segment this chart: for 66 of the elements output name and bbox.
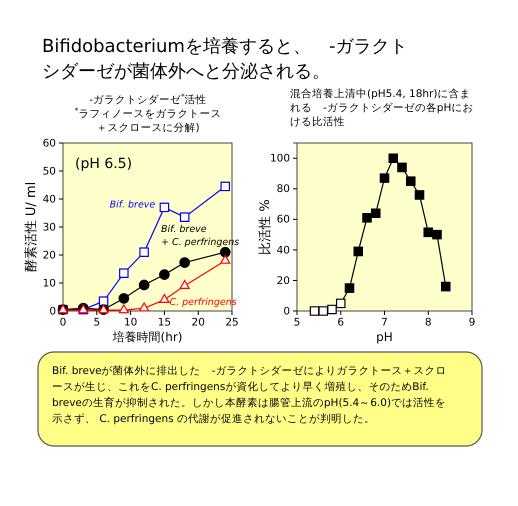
y-tick-label: 20 (42, 249, 56, 262)
x-axis-title: 培養時間(hr) (112, 330, 182, 344)
point (98, 296, 108, 306)
x-tick-label: 25 (225, 316, 239, 328)
x-tick-label: 8 (424, 316, 432, 328)
point (180, 212, 190, 222)
x-tick-label: 7 (381, 316, 388, 328)
y-tick-label: 60 (42, 137, 56, 150)
point (440, 282, 451, 292)
y-tick-label: 30 (42, 221, 56, 234)
point (118, 293, 130, 304)
x-tick-label: 6 (337, 316, 344, 328)
y-tick-label: 40 (42, 193, 56, 206)
point (318, 306, 328, 316)
y-tick-label: 60 (276, 214, 290, 226)
y-tick-label: 0 (283, 305, 290, 318)
x-tick-label: 20 (192, 316, 205, 328)
y-tick-label: 50 (42, 165, 56, 178)
point (370, 208, 381, 218)
point (138, 280, 150, 290)
text: Bifidobacteriumを培養すると、 -ガラクトシダーゼが菌体外へと分泌される。 (42, 36, 408, 82)
x-tick-label: 15 (158, 316, 172, 328)
point (139, 247, 149, 257)
point (179, 257, 190, 268)
y-tick-label: 80 (276, 183, 290, 196)
x-tick-label: 5 (93, 316, 100, 328)
point (344, 283, 354, 293)
series-label: Bif. breve (110, 199, 156, 210)
point (220, 182, 230, 192)
x-tick-label: 0 (60, 316, 66, 328)
y-tick-label: 40 (276, 244, 290, 256)
point (139, 302, 150, 312)
point (362, 213, 372, 223)
annotation: (pH 6.5) (75, 156, 132, 172)
point (159, 294, 170, 303)
point (414, 190, 424, 200)
point (388, 153, 398, 164)
y-tick-label: 10 (42, 277, 56, 290)
y-axis-title: 比活性 % (258, 199, 273, 255)
text: Bif. breveが菌体外に排出した -ガラクトシダーゼによりガラクトース＋スクロースが生じ、これをC. perfringensが資化してより早く増殖し、そのためBif. breveの生育が抑制された。しかし本酵素は腸管上流のpH(5.4～6.0)では活性を示さず、 C. perfringens の代謝が促進されないことが判明した。 (52, 364, 446, 425)
point (327, 304, 337, 314)
point (220, 246, 231, 258)
x-tick-label: 5 (294, 316, 300, 328)
chart-title: -ガラクトシダーゼ$^{*}$活性 $^{*}$ラフィノースをガラクトース＋スクロースに分解) (74, 92, 222, 134)
y-tick-label: 100 (270, 152, 290, 165)
point (180, 280, 190, 289)
point (160, 202, 170, 212)
y-axis-title: 酵素活性 U/ ml (24, 182, 39, 272)
chart-title: 混合培養上清中(pH5.4, 18hr)に含まれる -ガラクトシダーゼの各pHにおける比活性 (290, 87, 474, 128)
point (406, 176, 416, 186)
point (220, 254, 230, 264)
point (380, 173, 390, 183)
point (119, 268, 129, 278)
point (159, 269, 170, 280)
y-tick-label: 20 (276, 274, 290, 287)
point (432, 230, 442, 240)
point (336, 298, 346, 308)
point (310, 306, 320, 316)
x-tick-label: 10 (124, 316, 138, 328)
point (423, 228, 434, 238)
y-tick-label: 0 (49, 305, 56, 318)
point (118, 304, 129, 314)
x-tick-label: 9 (468, 316, 476, 328)
x-axis-title: pH (376, 330, 393, 344)
point (397, 162, 407, 172)
point (353, 246, 364, 256)
